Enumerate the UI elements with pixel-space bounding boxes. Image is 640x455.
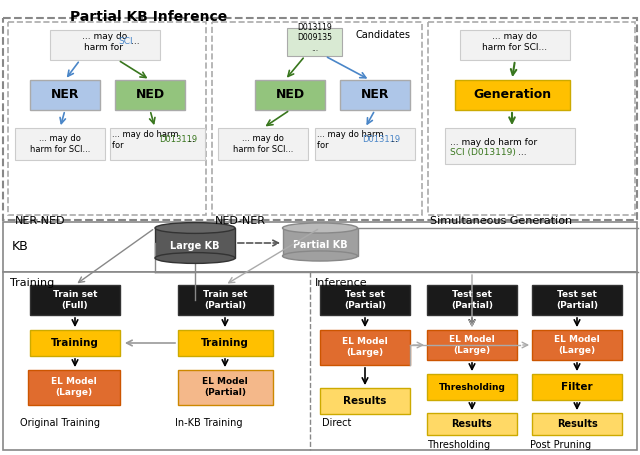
Text: EL Model
(Large): EL Model (Large): [449, 335, 495, 355]
Text: EL Model
(Partial): EL Model (Partial): [202, 377, 248, 397]
Text: Partial KB: Partial KB: [292, 240, 348, 250]
Bar: [460, 30, 570, 60]
Bar: [427, 374, 517, 400]
Text: Large KB: Large KB: [170, 241, 220, 251]
Bar: [428, 22, 635, 215]
Bar: [532, 374, 622, 400]
Text: Training: Training: [10, 278, 54, 288]
Ellipse shape: [282, 223, 358, 233]
Text: NER: NER: [361, 89, 389, 101]
Bar: [282, 228, 358, 256]
Bar: [445, 128, 575, 164]
Bar: [255, 80, 325, 110]
Text: Test set
(Partial): Test set (Partial): [344, 290, 386, 310]
Bar: [155, 228, 235, 258]
Bar: [532, 330, 622, 360]
Text: ... may do
harm for SCI...: ... may do harm for SCI...: [30, 134, 90, 154]
Ellipse shape: [155, 253, 235, 263]
Bar: [320, 285, 410, 315]
Bar: [178, 285, 273, 315]
Text: Original Training: Original Training: [20, 418, 100, 428]
Text: Filter: Filter: [561, 382, 593, 392]
Text: Results: Results: [557, 419, 597, 429]
Text: Direct: Direct: [322, 418, 351, 428]
Bar: [455, 80, 570, 110]
Text: D013119: D013119: [362, 136, 400, 145]
Bar: [427, 285, 517, 315]
Bar: [212, 22, 422, 215]
Text: Thresholding: Thresholding: [438, 383, 506, 391]
Text: EL Model
(Large): EL Model (Large): [342, 337, 388, 357]
Text: Results: Results: [343, 396, 387, 406]
Text: SCI: SCI: [118, 37, 132, 46]
Bar: [28, 370, 120, 405]
Text: ... may do
harm for: ... may do harm for: [83, 32, 127, 52]
Ellipse shape: [282, 251, 358, 261]
Bar: [30, 285, 120, 315]
Text: ... may do harm for: ... may do harm for: [450, 138, 537, 157]
Bar: [30, 80, 100, 110]
Text: NED: NED: [275, 89, 305, 101]
Text: Inference: Inference: [315, 278, 367, 288]
Bar: [320, 388, 410, 414]
Text: Train set
(Full): Train set (Full): [52, 290, 97, 310]
Text: Train set
(Partial): Train set (Partial): [203, 290, 247, 310]
Text: Test set
(Partial): Test set (Partial): [556, 290, 598, 310]
Bar: [30, 330, 120, 356]
Text: EL Model
(Large): EL Model (Large): [51, 377, 97, 397]
Bar: [3, 272, 637, 450]
Text: D013119
D009135
...: D013119 D009135 ...: [298, 23, 333, 53]
Text: D013119: D013119: [159, 136, 197, 145]
Bar: [532, 413, 622, 435]
Text: Training: Training: [51, 338, 99, 348]
Text: NED-NER: NED-NER: [215, 216, 266, 226]
Bar: [15, 128, 105, 160]
Text: Thresholding: Thresholding: [427, 440, 490, 450]
Text: Simultaneous Generation: Simultaneous Generation: [430, 216, 572, 226]
Text: Training: Training: [201, 338, 249, 348]
Bar: [178, 370, 273, 405]
Bar: [3, 18, 637, 220]
Text: ... may do harm
for: ... may do harm for: [112, 130, 179, 150]
Text: ...: ...: [187, 136, 195, 145]
Text: NER: NER: [51, 89, 79, 101]
Text: Partial KB Inference: Partial KB Inference: [70, 10, 227, 24]
Bar: [115, 80, 185, 110]
Bar: [218, 128, 308, 160]
Text: SCI (D013119): SCI (D013119): [450, 148, 516, 157]
Text: Generation: Generation: [473, 89, 551, 101]
Text: Results: Results: [452, 419, 492, 429]
Bar: [50, 30, 160, 60]
Bar: [8, 22, 206, 215]
Bar: [532, 285, 622, 315]
Text: EL Model
(Large): EL Model (Large): [554, 335, 600, 355]
Text: Candidates: Candidates: [355, 30, 410, 40]
Text: ...: ...: [131, 37, 140, 46]
Bar: [287, 28, 342, 56]
Text: Test set
(Partial): Test set (Partial): [451, 290, 493, 310]
Text: KB: KB: [12, 241, 29, 253]
Text: ...: ...: [518, 148, 527, 157]
Ellipse shape: [155, 222, 235, 233]
Bar: [3, 222, 637, 272]
Bar: [320, 330, 410, 365]
Text: ... may do
harm for SCI...: ... may do harm for SCI...: [483, 32, 548, 52]
Bar: [427, 330, 517, 360]
Text: Post Pruning: Post Pruning: [530, 440, 591, 450]
Text: NER-NED: NER-NED: [15, 216, 65, 226]
Bar: [340, 80, 410, 110]
Text: ... may do
harm for SCI...: ... may do harm for SCI...: [233, 134, 293, 154]
Bar: [427, 413, 517, 435]
Text: In-KB Training: In-KB Training: [175, 418, 243, 428]
Bar: [178, 330, 273, 356]
Bar: [110, 128, 205, 160]
Text: ... may do harm
for: ... may do harm for: [317, 130, 383, 150]
Text: NED: NED: [136, 89, 164, 101]
Bar: [315, 128, 415, 160]
Text: ...: ...: [390, 136, 398, 145]
